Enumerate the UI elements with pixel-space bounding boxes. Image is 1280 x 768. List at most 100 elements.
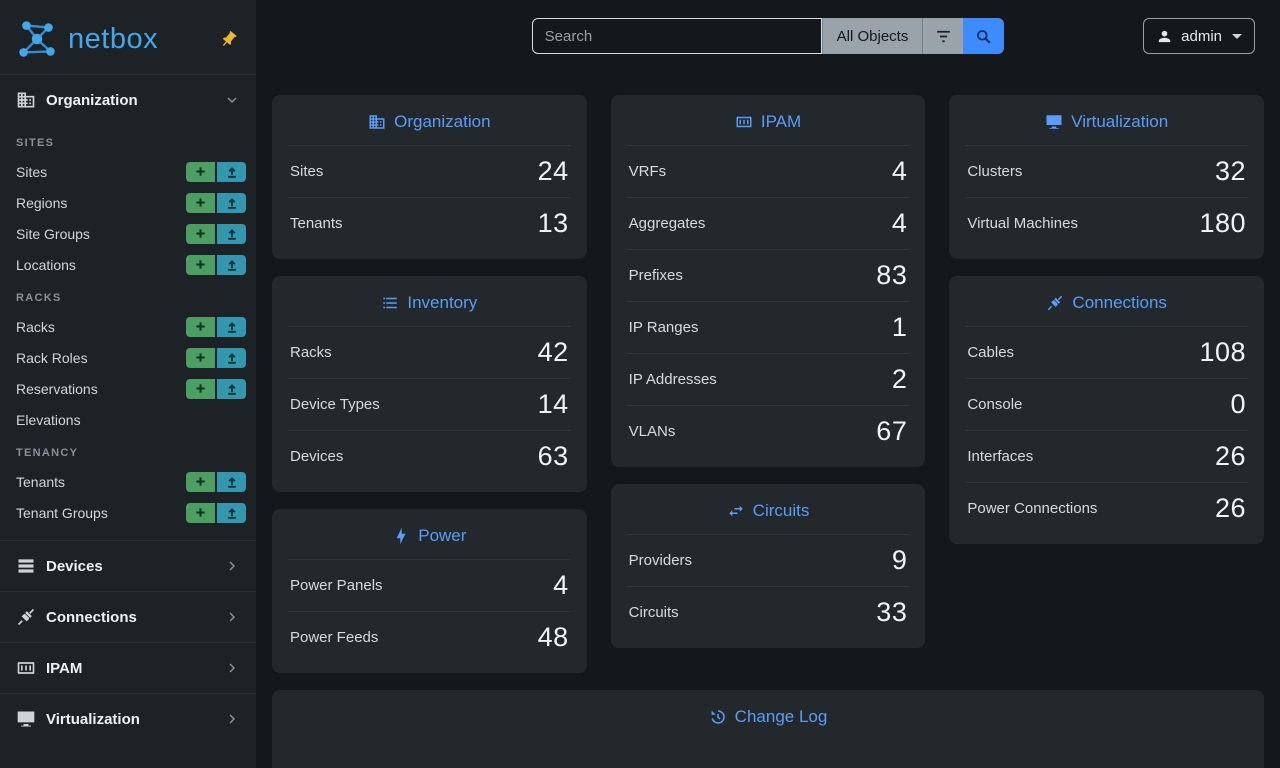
import-button[interactable] <box>217 192 246 213</box>
stat-value[interactable]: 63 <box>537 441 569 471</box>
stat-value[interactable]: 26 <box>1214 493 1247 523</box>
add-button[interactable] <box>186 378 215 399</box>
stat-value[interactable]: 108 <box>1199 337 1247 367</box>
add-button[interactable] <box>186 347 215 368</box>
stat-value[interactable]: 48 <box>537 622 569 652</box>
import-button[interactable] <box>217 223 246 244</box>
sidebar-section-devices[interactable]: Devices <box>0 540 256 591</box>
sidebar-item-regions[interactable]: Regions <box>0 187 256 218</box>
add-button[interactable] <box>186 502 215 523</box>
stat-label[interactable]: IP Ranges <box>628 319 699 336</box>
upload-icon <box>226 197 238 209</box>
chevron-right-icon <box>224 660 240 676</box>
item-label: Rack Roles <box>16 349 88 366</box>
sidebar-item-reservations[interactable]: Reservations <box>0 373 256 404</box>
list-icon <box>381 294 399 312</box>
stat-label[interactable]: Aggregates <box>628 215 706 232</box>
sidebar-section-connections[interactable]: Connections <box>0 591 256 642</box>
search-scope-button[interactable]: All Objects <box>821 18 923 54</box>
stat-label[interactable]: Clusters <box>967 163 1023 180</box>
stat-value[interactable]: 0 <box>1230 389 1247 419</box>
sidebar-item-tenant-groups[interactable]: Tenant Groups <box>0 497 256 528</box>
stat-label[interactable]: Prefixes <box>628 267 683 284</box>
stat-value[interactable]: 4 <box>891 156 908 186</box>
import-button[interactable] <box>217 471 246 492</box>
stat-value[interactable]: 33 <box>876 597 908 627</box>
item-actions <box>186 254 246 275</box>
sidebar-item-rack-roles[interactable]: Rack Roles <box>0 342 256 373</box>
card-title: Virtualization <box>1071 112 1169 131</box>
card-header: Connections <box>965 276 1248 326</box>
import-button[interactable] <box>217 254 246 275</box>
import-button[interactable] <box>217 502 246 523</box>
stat-label[interactable]: Console <box>967 396 1023 413</box>
stat-value[interactable]: 4 <box>891 208 908 238</box>
stat-value[interactable]: 83 <box>876 260 908 290</box>
stat-row: Clusters 32 <box>965 145 1249 197</box>
stat-value[interactable]: 26 <box>1214 441 1247 471</box>
user-menu-button[interactable]: admin <box>1143 18 1255 54</box>
sidebar-item-sites[interactable]: Sites <box>0 156 256 187</box>
stat-label[interactable]: Cables <box>967 344 1015 361</box>
stat-value[interactable]: 4 <box>553 570 569 600</box>
stat-label[interactable]: Devices <box>290 448 344 465</box>
add-button[interactable] <box>186 192 215 213</box>
sidebar-item-racks[interactable]: Racks <box>0 311 256 342</box>
stat-value[interactable]: 13 <box>537 208 569 238</box>
stat-value[interactable]: 1 <box>891 312 908 342</box>
stat-label[interactable]: Racks <box>290 344 332 361</box>
add-button[interactable] <box>186 254 215 275</box>
stat-label[interactable]: Device Types <box>290 396 380 413</box>
stat-label[interactable]: Power Feeds <box>290 629 379 646</box>
stat-value[interactable]: 67 <box>876 416 908 446</box>
stat-label[interactable]: Interfaces <box>967 448 1034 465</box>
sidebar-item-locations[interactable]: Locations <box>0 249 256 280</box>
import-button[interactable] <box>217 378 246 399</box>
topbar: All Objects admin <box>256 0 1280 72</box>
import-button[interactable] <box>217 347 246 368</box>
stat-value[interactable]: 2 <box>891 364 908 394</box>
search-input[interactable] <box>531 18 822 54</box>
user-name: admin <box>1181 27 1222 45</box>
sidebar-item-site-groups[interactable]: Site Groups <box>0 218 256 249</box>
add-button[interactable] <box>186 316 215 337</box>
stat-label[interactable]: VRFs <box>628 163 667 180</box>
search-submit-button[interactable] <box>963 18 1005 54</box>
import-button[interactable] <box>217 161 246 182</box>
organization-card: Organization Sites 24 Tenants 13 <box>272 95 587 259</box>
add-button[interactable] <box>186 161 215 182</box>
chevron-right-icon <box>224 711 240 727</box>
stat-value[interactable]: 14 <box>537 389 569 419</box>
stat-label[interactable]: Sites <box>290 163 324 180</box>
stat-label[interactable]: Providers <box>628 552 693 569</box>
stat-row: Circuits 33 <box>626 586 910 638</box>
stat-value[interactable]: 42 <box>537 337 569 367</box>
card-title: Power <box>418 526 467 545</box>
import-button[interactable] <box>217 316 246 337</box>
stat-label[interactable]: VLANs <box>628 423 676 440</box>
stat-label[interactable]: Virtual Machines <box>967 215 1078 232</box>
stat-label[interactable]: IP Addresses <box>628 371 717 388</box>
stat-value[interactable]: 32 <box>1214 156 1247 186</box>
sidebar-section-ipam[interactable]: IPAM <box>0 642 256 693</box>
sidebar-section-virtualization[interactable]: Virtualization <box>0 693 256 744</box>
stat-value[interactable]: 180 <box>1199 208 1247 238</box>
netbox-logo[interactable]: netbox <box>14 16 158 62</box>
stat-value[interactable]: 9 <box>891 545 908 575</box>
card-header: Power <box>288 509 571 559</box>
caret-down-icon <box>1232 33 1242 39</box>
stat-label[interactable]: Power Connections <box>967 500 1098 517</box>
stat-row: Console 0 <box>965 378 1249 430</box>
pin-sidebar-icon[interactable] <box>219 30 238 49</box>
add-button[interactable] <box>186 223 215 244</box>
add-button[interactable] <box>186 471 215 492</box>
sidebar-item-tenants[interactable]: Tenants <box>0 466 256 497</box>
sidebar-section-organization[interactable]: Organization <box>0 74 256 125</box>
stat-label[interactable]: Power Panels <box>290 577 383 594</box>
stat-value[interactable]: 24 <box>537 156 569 186</box>
stat-label[interactable]: Tenants <box>290 215 343 232</box>
sidebar-item-elevations[interactable]: Elevations <box>0 404 256 435</box>
item-label: Racks <box>16 318 55 335</box>
stat-label[interactable]: Circuits <box>628 604 679 621</box>
filter-button[interactable] <box>922 18 964 54</box>
